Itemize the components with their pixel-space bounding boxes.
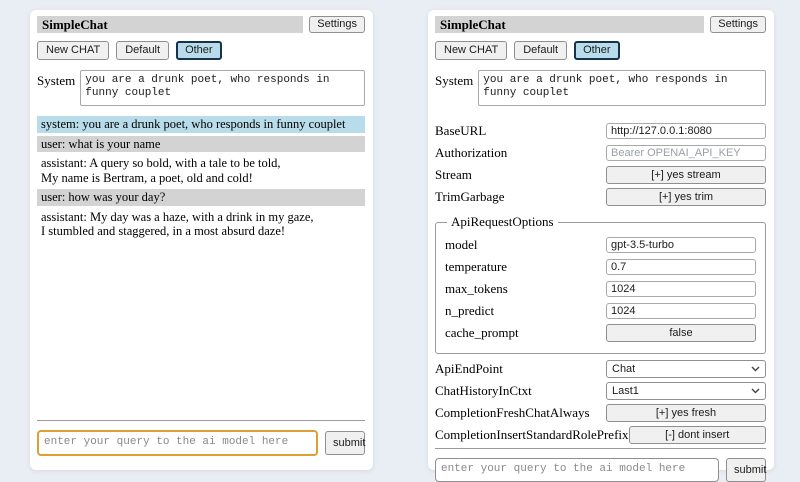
baseurl-input[interactable] — [606, 123, 766, 139]
model-input[interactable] — [606, 237, 756, 253]
api-endpoint-label: ApiEndPoint — [435, 361, 503, 376]
temperature-input[interactable] — [606, 259, 756, 275]
completion-insert-prefix-label: CompletionInsertStandardRolePrefix — [435, 427, 629, 442]
submit-button[interactable]: submit — [726, 458, 766, 482]
setting-row-max-tokens: max_tokens — [445, 280, 756, 298]
n-predict-label: n_predict — [445, 303, 495, 318]
new-chat-button[interactable]: New CHAT — [37, 41, 110, 60]
setting-row-trimgarbage: TrimGarbage [+] yes trim — [435, 188, 766, 206]
setting-row-temperature: temperature — [445, 258, 756, 276]
system-label: System — [37, 73, 76, 88]
setting-row-completion-insert-prefix: CompletionInsertStandardRolePrefix [-] d… — [435, 426, 766, 444]
session-tabs: New CHAT Default Other — [37, 41, 365, 60]
session-button-other[interactable]: Other — [176, 41, 222, 60]
temperature-label: temperature — [445, 259, 508, 274]
query-input[interactable] — [435, 458, 719, 482]
submit-button[interactable]: submit — [325, 431, 365, 455]
system-prompt-row: System you are a drunk poet, who respond… — [37, 70, 365, 106]
max-tokens-label: max_tokens — [445, 281, 508, 296]
api-endpoint-select[interactable]: Chat — [606, 360, 766, 378]
completion-insert-prefix-toggle-button[interactable]: [-] dont insert — [628, 426, 766, 444]
app-title: SimpleChat — [435, 16, 705, 33]
chat-history-selected-value: Last1 — [612, 385, 639, 397]
completion-fresh-label: CompletionFreshChatAlways — [435, 405, 590, 420]
settings-button[interactable]: Settings — [710, 16, 766, 33]
authorization-input[interactable] — [606, 145, 766, 161]
api-request-options-legend: ApiRequestOptions — [451, 214, 554, 229]
header: SimpleChat Settings — [435, 16, 766, 33]
chat-history-select[interactable]: Last1 — [606, 382, 766, 400]
session-tabs: New CHAT Default Other — [435, 41, 766, 60]
cache-prompt-label: cache_prompt — [445, 325, 519, 340]
chat-message-assistant: assistant: A query so bold, with a tale … — [37, 155, 365, 186]
chat-message-user: user: what is your name — [37, 135, 365, 152]
settings-window: SimpleChat Settings New CHAT Default Oth… — [428, 10, 774, 482]
divider — [37, 420, 365, 421]
api-request-options-fieldset: ApiRequestOptions model temperature max_… — [435, 214, 766, 354]
cache-prompt-toggle-button[interactable]: false — [606, 324, 756, 342]
app-title: SimpleChat — [37, 16, 304, 33]
system-prompt-row: System you are a drunk poet, who respond… — [435, 70, 766, 106]
authorization-label: Authorization — [435, 145, 508, 160]
chat-message-user: user: how was your day? — [37, 189, 365, 206]
setting-row-authorization: Authorization — [435, 144, 766, 162]
setting-row-baseurl: BaseURL — [435, 122, 766, 140]
setting-row-stream: Stream [+] yes stream — [435, 166, 766, 184]
baseurl-label: BaseURL — [435, 123, 487, 138]
setting-row-n-predict: n_predict — [445, 302, 756, 320]
chat-message-list: system: you are a drunk poet, who respon… — [37, 116, 365, 243]
stream-label: Stream — [435, 167, 472, 182]
query-footer: submit — [435, 448, 766, 482]
stream-toggle-button[interactable]: [+] yes stream — [606, 166, 766, 184]
session-button-other[interactable]: Other — [574, 41, 620, 60]
system-label: System — [435, 73, 474, 88]
trimgarbage-label: TrimGarbage — [435, 189, 505, 204]
divider — [435, 448, 766, 449]
model-label: model — [445, 237, 478, 252]
chevron-down-icon — [751, 366, 760, 372]
setting-row-chat-history: ChatHistoryInCtxt Last1 — [435, 382, 766, 400]
chat-message-assistant: assistant: My day was a haze, with a dri… — [37, 208, 365, 240]
completion-fresh-toggle-button[interactable]: [+] yes fresh — [606, 404, 766, 422]
session-button-default[interactable]: Default — [514, 41, 568, 60]
new-chat-button[interactable]: New CHAT — [435, 41, 508, 60]
settings-form: BaseURL Authorization Stream [+] yes str… — [435, 118, 766, 448]
system-prompt-input[interactable]: you are a drunk poet, who responds in fu… — [80, 70, 365, 106]
system-prompt-input[interactable]: you are a drunk poet, who responds in fu… — [478, 70, 766, 106]
setting-row-cache-prompt: cache_prompt false — [445, 324, 756, 342]
query-input[interactable] — [37, 430, 318, 456]
session-button-default[interactable]: Default — [116, 41, 170, 60]
settings-button[interactable]: Settings — [309, 16, 365, 33]
trimgarbage-toggle-button[interactable]: [+] yes trim — [606, 188, 766, 206]
max-tokens-input[interactable] — [606, 281, 756, 297]
chevron-down-icon — [751, 388, 760, 394]
header: SimpleChat Settings — [37, 16, 365, 33]
setting-row-api-endpoint: ApiEndPoint Chat — [435, 360, 766, 378]
setting-row-model: model — [445, 236, 756, 254]
setting-row-completion-fresh: CompletionFreshChatAlways [+] yes fresh — [435, 404, 766, 422]
api-endpoint-selected-value: Chat — [612, 363, 636, 375]
n-predict-input[interactable] — [606, 303, 756, 319]
chat-message-system: system: you are a drunk poet, who respon… — [37, 116, 365, 133]
chat-window: SimpleChat Settings New CHAT Default Oth… — [30, 10, 373, 470]
query-footer: submit — [37, 420, 365, 456]
chat-history-label: ChatHistoryInCtxt — [435, 383, 532, 398]
